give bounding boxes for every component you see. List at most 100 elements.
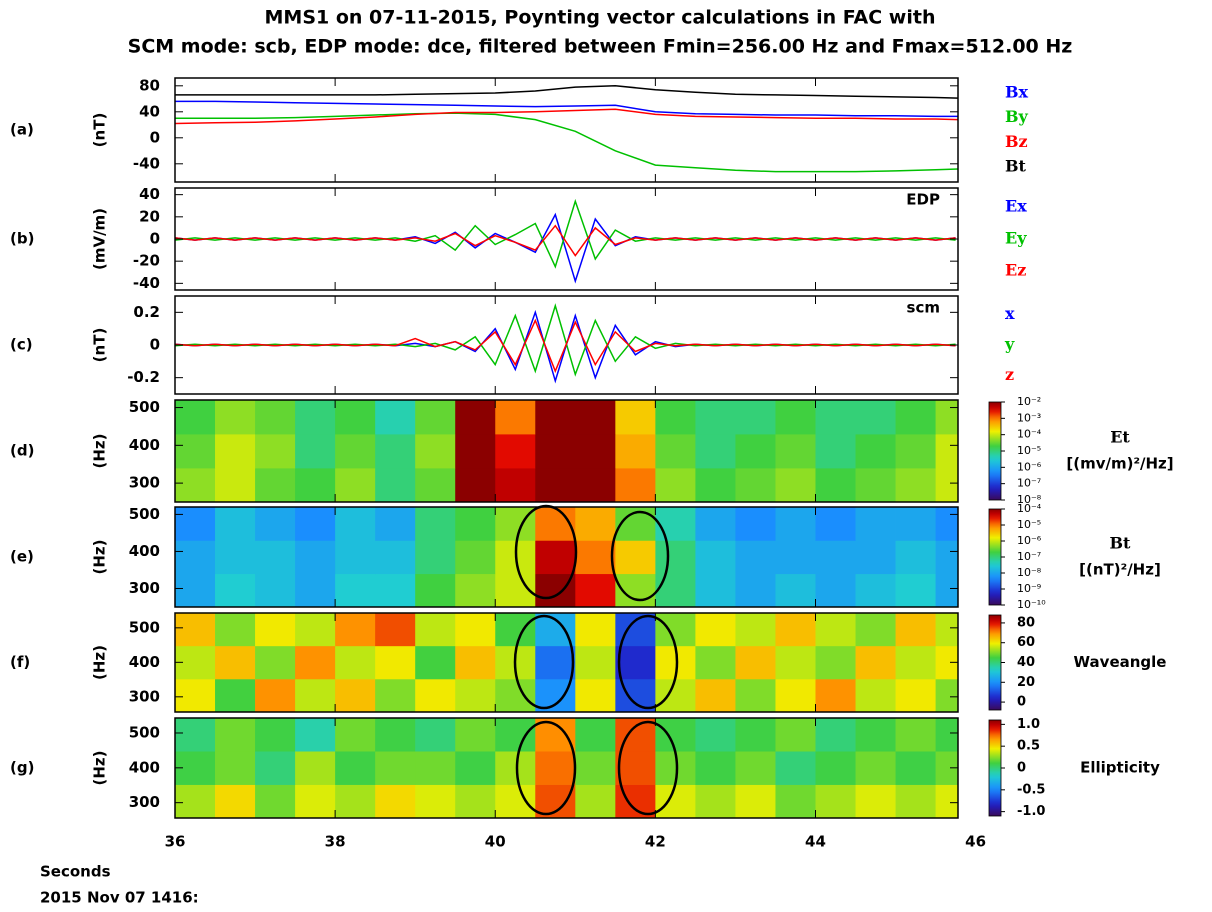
heatmap-cell [935,573,959,608]
heatmap-cell [895,718,936,752]
heatmap-cell [215,751,256,785]
ellipse [610,510,670,602]
heatmap-cell [735,751,776,785]
heatmap-cell [575,434,616,469]
ellipse [617,720,679,816]
series-line [175,85,959,99]
x-tick-label: 38 [325,833,346,851]
heatmap-cell [575,468,616,503]
heatmap-cell [255,507,296,541]
x-tick-label: 40 [485,833,506,851]
heatmap-cell [775,751,816,785]
heatmap-cell [455,678,496,713]
heatmap-cell [495,613,536,647]
heatmap-cell [655,434,696,469]
heatmap-cell [455,613,496,647]
heatmap-cell [535,400,576,435]
heatmap-cell [895,645,936,680]
heatmap-cell [815,718,856,752]
panel-label: (b) [10,230,34,248]
colorbar-tick-label: -0.5 [1017,782,1045,797]
heatmap-cell [895,573,936,608]
y-axis-label: (Hz) [91,645,109,680]
y-tick-label: -40 [133,154,160,172]
colorbar-tick-label: 10⁻⁷ [1017,477,1041,490]
heatmap-cell [575,540,616,575]
heatmap-cell [375,784,416,819]
colorbar-tick-label: 60 [1017,635,1035,650]
y-tick-label: 400 [129,542,160,560]
y-tick-label: 0.2 [133,303,160,321]
heatmap-cell [255,645,296,680]
heatmap-cell [535,468,576,503]
heatmap-cell [215,400,256,435]
heatmap-cell [815,645,856,680]
heatmap-cell [855,400,896,435]
heatmap-cell [855,540,896,575]
y-tick-label: 400 [129,436,160,454]
heatmap-cell [695,751,736,785]
colorbar-tick-label: 10⁻⁷ [1017,550,1041,563]
heatmap-cell [935,678,959,713]
heatmap-cell [895,507,936,541]
heatmap-cell [575,645,616,680]
x-tick-label: 44 [805,833,826,851]
heatmap-cell [295,718,336,752]
panel-label: (c) [10,336,33,354]
heatmap-cell [175,507,216,541]
colorbar [988,614,1002,711]
heatmap-cell [855,678,896,713]
heatmap-cell [655,718,696,752]
heatmap-cell [575,573,616,608]
heatmap-cell [695,468,736,503]
y-tick-label: 500 [129,723,160,741]
heatmap-cell [215,540,256,575]
y-tick-label: 300 [129,793,160,811]
heatmap-cell [935,751,959,785]
heatmap-cell [295,751,336,785]
heatmap-cell [935,434,959,469]
heatmap-cell [375,434,416,469]
legend-entry: y [1004,335,1015,354]
colorbar-tick-label: 10⁻⁶ [1017,534,1042,547]
colorbar [988,401,1002,501]
heatmap-cell [335,434,376,469]
heatmap-cell [615,468,656,503]
heatmap-cell [455,718,496,752]
heatmap-cell [935,784,959,819]
heatmap-cell [855,507,896,541]
y-axis-label: (Hz) [91,751,109,786]
heatmap-cell [335,645,376,680]
heatmap-cell [775,400,816,435]
colorbar-tick-label: 10⁻⁸ [1017,566,1042,579]
heatmap-cell [255,613,296,647]
colorbar-label: [(nT)²/Hz] [1079,561,1161,579]
plot-frame [174,506,959,608]
heatmap-cell [935,468,959,503]
legend-entry: z [1005,365,1014,384]
y-tick-label: -0.2 [127,368,160,386]
heatmap-cell [815,434,856,469]
y-tick-label: 500 [129,505,160,523]
heatmap-cell [335,468,376,503]
series-line [174,318,956,374]
heatmap-cell [255,784,296,819]
heatmap-cell [855,573,896,608]
panel-label: (e) [10,548,34,566]
heatmap-cell [735,540,776,575]
panel-label: (g) [10,759,34,777]
heatmap-cell [735,718,776,752]
heatmap-cell [495,718,536,752]
heatmap-cell [575,678,616,713]
ellipse [513,614,575,710]
heatmap-cell [295,645,336,680]
colorbar [988,719,1002,817]
colorbar-tick-label: 10⁻⁴ [1017,502,1042,515]
heatmap-cell [575,718,616,752]
heatmap-cell [295,468,336,503]
heatmap-cell [335,751,376,785]
series-line [175,112,959,173]
y-tick-label: 0 [150,128,160,146]
colorbar [988,508,1002,606]
